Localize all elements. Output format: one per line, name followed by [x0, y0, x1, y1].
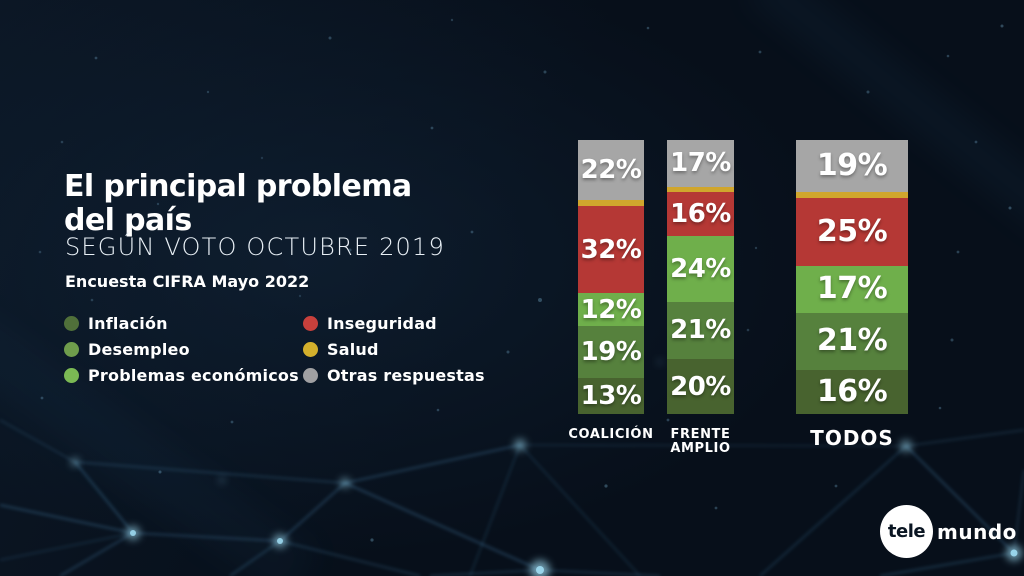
segment-inflacion: 20% — [667, 359, 734, 414]
telemundo-logo: tele mundo — [880, 505, 1017, 558]
segment-value-label: 16% — [816, 374, 888, 410]
category-label: COALICIÓN — [568, 427, 654, 442]
legend-dot-icon — [303, 367, 318, 383]
segment-inflacion: 13% — [578, 378, 644, 414]
segment-salud — [578, 200, 644, 206]
title-line-1: El principal problema — [64, 169, 412, 205]
segment-value-label: 24% — [670, 253, 731, 284]
legend-item-problemas-economicos: Problemas económicos — [64, 362, 303, 388]
legend-dot-icon — [64, 341, 79, 357]
segment-value-label: 19% — [580, 337, 642, 368]
segment-value-label: 21% — [670, 315, 731, 346]
segment-value-label: 12% — [580, 294, 642, 325]
legend-label: Inflación — [88, 313, 168, 333]
segment-otras-respuestas: 17% — [667, 140, 734, 187]
segment-problemas-economicos: 17% — [796, 266, 908, 313]
segment-inseguridad: 16% — [667, 192, 734, 236]
segment-inseguridad: 25% — [796, 197, 908, 267]
segment-salud — [667, 186, 734, 193]
segment-value-label: 21% — [816, 323, 888, 359]
bar-todos: 19% 25% 17% 21% 16% TODOS — [796, 140, 908, 448]
segment-desempleo: 21% — [796, 312, 908, 371]
legend-dot-icon — [64, 315, 79, 331]
bar-coalicion: 22% 32% 12% 19% 13% COALICIÓN — [568, 140, 653, 442]
segment-value-label: 16% — [670, 198, 731, 229]
legend-item-desempleo: Desempleo — [64, 336, 303, 362]
legend-item-salud: Salud — [303, 336, 485, 362]
source-note: Encuesta CIFRA Mayo 2022 — [65, 272, 310, 291]
bar-stack: 19% 25% 17% 21% 16% — [796, 140, 908, 414]
segment-value-label: 25% — [816, 213, 888, 249]
bar-stack: 22% 32% 12% 19% 13% — [578, 140, 644, 414]
logo-circle-text: tele — [887, 521, 926, 542]
page-title: El principal problema del país — [64, 170, 412, 238]
legend-dot-icon — [64, 367, 79, 383]
legend-label: Problemas económicos — [88, 365, 299, 385]
legend-label: Inseguridad — [327, 313, 437, 333]
segment-otras-respuestas: 22% — [578, 140, 644, 201]
segment-salud — [796, 192, 908, 198]
legend-label: Otras respuestas — [327, 365, 485, 385]
segment-inflacion: 16% — [796, 370, 908, 414]
segment-value-label: 22% — [580, 155, 642, 186]
segment-value-label: 13% — [580, 381, 642, 412]
segment-inseguridad: 32% — [578, 205, 644, 294]
segment-problemas-economicos: 12% — [578, 293, 644, 327]
segment-desempleo: 19% — [578, 326, 644, 379]
legend-item-inseguridad: Inseguridad — [303, 310, 485, 336]
segment-value-label: 17% — [816, 271, 888, 307]
legend-dot-icon — [303, 315, 318, 331]
segment-desempleo: 21% — [667, 301, 734, 360]
legend: Inflación Desempleo Problemas económicos In… — [64, 310, 485, 388]
title-line-2: del país — [64, 203, 192, 239]
subtitle: SEGÚN VOTO OCTUBRE 2019 — [65, 233, 445, 261]
category-label: FRENTE AMPLIO — [670, 427, 731, 456]
category-label: TODOS — [810, 426, 894, 450]
logo-wordmark: mundo — [937, 519, 1017, 544]
segment-value-label: 20% — [670, 371, 731, 402]
bar-frente-amplio: 17% 16% 24% 21% 20% FRENTE AMPLIO — [667, 140, 734, 456]
telemundo-logo-circle: tele — [880, 505, 933, 558]
bar-stack: 17% 16% 24% 21% 20% — [667, 140, 734, 414]
segment-otras-respuestas: 19% — [796, 140, 908, 193]
legend-item-otras-respuestas: Otras respuestas — [303, 362, 485, 388]
legend-label: Desempleo — [88, 339, 190, 359]
legend-item-inflacion: Inflación — [64, 310, 303, 336]
segment-value-label: 19% — [816, 148, 888, 184]
legend-dot-icon — [303, 341, 318, 357]
segment-value-label: 32% — [580, 234, 642, 265]
legend-label: Salud — [327, 339, 379, 359]
segment-value-label: 17% — [670, 148, 731, 179]
segment-problemas-economicos: 24% — [667, 235, 734, 302]
